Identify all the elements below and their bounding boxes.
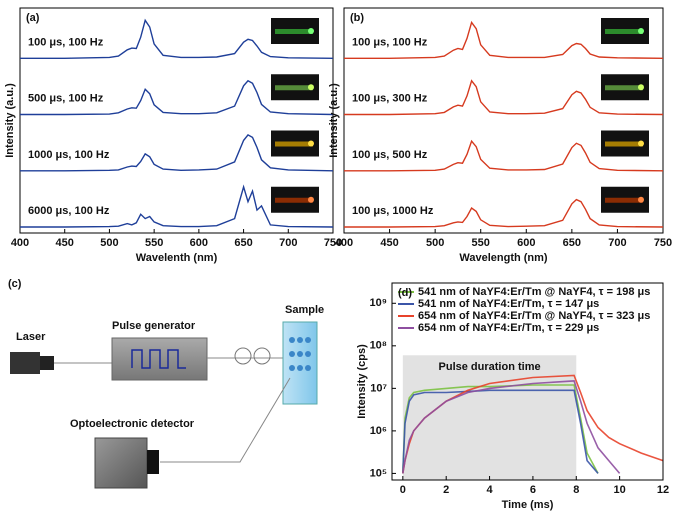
- x-tick-label: 2: [443, 484, 449, 496]
- inset-glow: [605, 29, 643, 34]
- laser-label: Laser: [16, 331, 46, 343]
- cable: [160, 377, 291, 463]
- sample-cuvette: [282, 321, 318, 405]
- spectrum-line: [344, 20, 664, 59]
- spectrum-line: [20, 79, 334, 116]
- x-tick-label: 500: [426, 237, 444, 249]
- y-tick-label: 10⁶: [370, 425, 387, 437]
- trace-label: 100 μs, 100 Hz: [28, 36, 104, 48]
- detector: [94, 437, 148, 489]
- inset-spot: [638, 84, 644, 91]
- y-axis-label: Intensity (a.u.): [4, 83, 16, 158]
- inset-glow: [605, 197, 643, 203]
- inset-spot: [638, 140, 644, 147]
- inset-spot: [308, 196, 314, 203]
- inset-glow: [275, 141, 313, 147]
- trace-label: 100 μs, 500 Hz: [352, 149, 428, 161]
- plot-frame: [391, 282, 664, 481]
- x-tick-label: 650: [563, 237, 581, 249]
- x-tick-label: 600: [190, 237, 208, 249]
- inset-spot: [638, 196, 644, 203]
- y-tick-label: 10⁵: [370, 467, 387, 479]
- inset-glow: [275, 197, 313, 203]
- inset-spot: [638, 28, 644, 34]
- decay-line: [402, 384, 599, 474]
- pulse-icon: [131, 349, 186, 369]
- x-tick-label: 12: [657, 484, 669, 496]
- x-tick-label: 750: [324, 237, 342, 249]
- plot-frame: [343, 7, 664, 234]
- x-tick-label: 700: [608, 237, 626, 249]
- x-tick-label: 750: [654, 237, 672, 249]
- sample-wells: [289, 337, 311, 371]
- x-tick-label: 6: [530, 484, 536, 496]
- x-tick-label: 8: [573, 484, 579, 496]
- trace-label: 100 μs, 1000 Hz: [352, 205, 434, 217]
- legend-label: 654 nm of NaYF4:Er/Tm @ NaYF4, τ = 323 μ…: [418, 310, 650, 322]
- decay-line: [402, 380, 621, 474]
- spectrum-line: [20, 134, 334, 172]
- panel-label: (d): [398, 287, 412, 299]
- x-tick-label: 10: [614, 484, 626, 496]
- x-axis-label: Wavelength (nm): [459, 252, 548, 264]
- x-axis-label: Time (ms): [502, 499, 554, 511]
- x-tick-label: 0: [400, 484, 406, 496]
- spectrum-line: [344, 79, 664, 116]
- panel-label: (b): [350, 12, 364, 24]
- trace-label: 100 μs, 300 Hz: [352, 93, 428, 105]
- y-tick-label: 10⁹: [370, 297, 387, 309]
- y-tick-label: 10⁸: [370, 340, 387, 352]
- pulse-generator-label: Pulse generator: [112, 320, 196, 332]
- x-tick-label: 600: [517, 237, 535, 249]
- spectrum-line: [20, 184, 334, 228]
- legend-label: 541 nm of NaYF4:Er/Tm @ NaYF4, τ = 198 μ…: [418, 286, 650, 298]
- spectrum-line: [344, 139, 664, 172]
- x-tick-label: 450: [56, 237, 74, 249]
- fiber-loop: [234, 347, 252, 365]
- y-tick-label: 10⁷: [370, 382, 387, 394]
- inset-glow: [605, 85, 643, 91]
- x-tick-label: 400: [11, 237, 29, 249]
- trace-label: 6000 μs, 100 Hz: [28, 205, 110, 217]
- x-tick-label: 4: [486, 484, 493, 496]
- inset-spot: [308, 140, 314, 147]
- diagram: (c) Laser Pulse generator Sample Optoele…: [8, 278, 324, 489]
- inset-spot: [308, 28, 314, 34]
- legend-label: 541 nm of NaYF4:Er/Tm, τ = 147 μs: [418, 298, 599, 310]
- laser-body: [10, 352, 40, 374]
- spectrum-line: [344, 198, 664, 228]
- panel-label: (c): [8, 278, 22, 290]
- shade-label: Pulse duration time: [439, 361, 541, 373]
- detector-lens: [147, 450, 159, 474]
- decay-line: [402, 389, 599, 474]
- spectrum-line: [20, 18, 334, 59]
- inset-glow: [275, 85, 313, 91]
- panel-label: (a): [26, 12, 40, 24]
- x-tick-label: 550: [145, 237, 163, 249]
- shaded-region: [402, 355, 577, 480]
- trace-label: 1000 μs, 100 Hz: [28, 149, 110, 161]
- detector-label: Optoelectronic detector: [70, 418, 195, 430]
- inset-glow: [275, 29, 313, 34]
- x-tick-label: 450: [380, 237, 398, 249]
- trace-label: 500 μs, 100 Hz: [28, 93, 104, 105]
- laser-head: [40, 356, 54, 370]
- trace-label: 100 μs, 100 Hz: [352, 36, 428, 48]
- sample-label: Sample: [285, 304, 324, 316]
- x-tick-label: 550: [472, 237, 490, 249]
- legend-label: 654 nm of NaYF4:Er/Tm, τ = 229 μs: [418, 322, 599, 334]
- y-axis-label: Intensity (cps): [356, 344, 368, 419]
- x-axis-label: Wavelenth (nm): [136, 252, 218, 264]
- fiber-loop: [253, 347, 271, 365]
- y-axis-label: Intensity (a.u.): [328, 83, 340, 158]
- x-tick-label: 650: [234, 237, 252, 249]
- plot-frame: [19, 7, 334, 234]
- x-tick-label: 500: [100, 237, 118, 249]
- inset-spot: [308, 84, 314, 91]
- x-tick-label: 400: [335, 237, 353, 249]
- x-tick-label: 700: [279, 237, 297, 249]
- inset-glow: [605, 141, 643, 147]
